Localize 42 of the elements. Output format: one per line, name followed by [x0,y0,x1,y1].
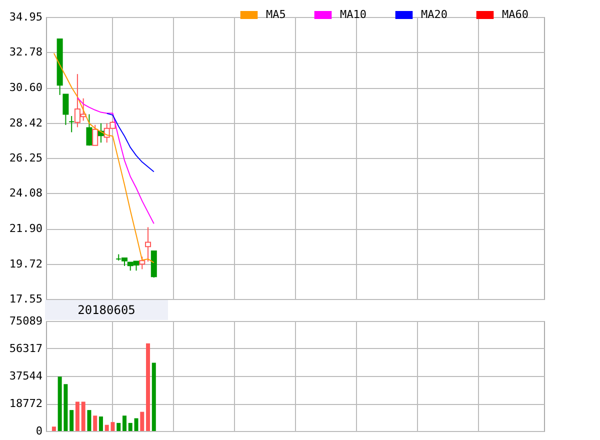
y-tick-label: 30.60 [9,81,42,94]
bar [70,410,74,431]
y-tick-label: 21.90 [9,222,42,235]
candlestick [92,124,98,146]
bar [146,343,150,431]
bar [140,412,144,431]
y-tick-label: 17.55 [9,292,42,306]
line-series [76,97,154,224]
y-tick-label: 75089 [9,314,42,328]
y-tick-label: 32.78 [9,46,42,59]
bar [75,402,80,431]
bar [52,426,56,431]
y-tick-label: 0 [36,424,42,438]
y-tick-label: 24.08 [9,186,42,200]
y-tick-label: 56317 [9,342,42,355]
bar [152,362,156,431]
y-tick-label: 19.72 [9,257,42,270]
bar [87,410,92,431]
line-series [106,112,154,172]
line-series [53,52,154,264]
legend-label: MA10 [340,8,366,21]
y-tick-label: 26.25 [9,152,42,164]
bar [122,416,126,431]
bar [134,418,138,431]
bar [81,402,86,431]
y-tick-label: 34.95 [9,10,42,24]
bar [128,422,132,431]
legend-label: MA5 [266,8,286,21]
legend-label: MA20 [421,8,448,21]
candlestick [68,116,75,133]
candlestick [62,94,69,126]
candlestick [86,114,92,146]
y-tick-label: 18772 [9,397,42,410]
y-tick-label: 37544 [9,370,43,382]
bar [93,416,98,431]
bar [116,422,121,431]
text: 20180605 [45,300,168,320]
y-tick-label: 28.42 [9,116,42,130]
candlestick [145,226,152,262]
legend-label: MA60 [502,8,528,21]
bar [98,416,103,431]
candlestick [139,256,146,270]
